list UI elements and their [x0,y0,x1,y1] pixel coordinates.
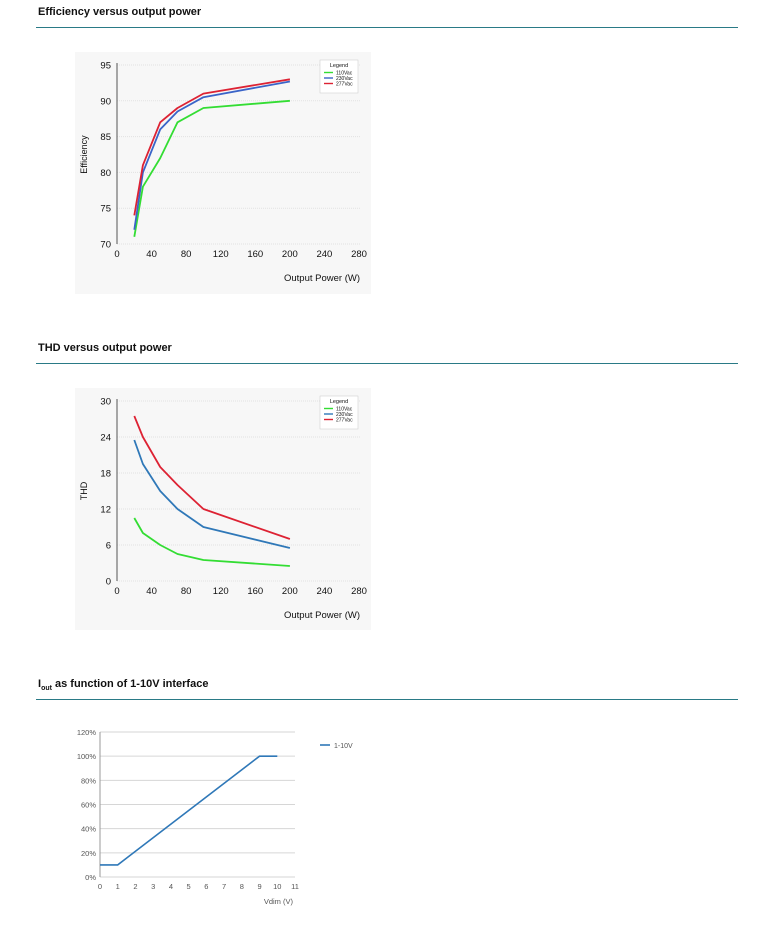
x-tick-label: 200 [282,249,298,260]
x-tick-label: 2 [133,882,137,891]
legend-title: Legend [330,63,348,69]
x-tick-label: 0 [98,882,102,891]
y-tick-label: 85 [100,132,111,143]
y-axis-label: Efficiency [79,135,89,174]
section-divider [36,699,738,700]
legend-entry: 277Vac [336,418,353,424]
efficiency-section-title: Efficiency versus output power [38,6,202,18]
y-tick-label: 100% [77,752,97,761]
x-tick-label: 40 [146,586,157,597]
series-line-230Vac [133,439,291,549]
y-tick-label: 12 [100,505,111,516]
y-tick-label: 90 [100,96,111,107]
x-tick-label: 11 [291,882,299,891]
legend-entry: 110Vac [336,407,353,413]
legend-box [319,395,359,430]
y-tick-label: 0 [106,577,111,588]
x-tick-label: 200 [282,586,298,597]
x-axis-label: Vdim (V) [264,897,294,906]
x-tick-label: 120 [213,249,229,260]
section-divider [36,27,738,28]
y-tick-label: 20% [81,849,96,858]
legend-box [319,59,359,94]
x-tick-label: 280 [351,249,367,260]
legend-entry: 230Vac [336,412,353,418]
y-tick-label: 6 [106,541,111,552]
legend-title: Legend [330,399,348,405]
x-tick-label: 240 [316,249,332,260]
title-subscript: out [41,685,52,693]
y-tick-label: 80% [81,776,96,785]
legend-entry: 110Vac [336,71,353,77]
legend-entry: 1-10V [334,743,353,750]
x-tick-label: 160 [247,586,263,597]
series-line-110Vac [133,517,290,567]
x-axis-label: Output Power (W) [284,610,360,621]
series-line-277Vac [133,78,291,216]
y-tick-label: 95 [100,61,111,72]
y-tick-label: 75 [100,204,111,215]
legend-entry: 230Vac [336,76,353,82]
x-tick-label: 40 [146,249,157,260]
y-tick-label: 120% [77,728,97,737]
title-rest: as function of 1-10V interface [51,678,209,690]
x-tick-label: 80 [181,586,192,597]
y-tick-label: 80 [100,168,111,179]
x-tick-label: 120 [213,586,229,597]
y-tick-label: 30 [100,397,111,408]
y-axis-label: THD [79,481,89,500]
section-divider [36,363,738,364]
x-tick-label: 9 [257,882,261,891]
x-tick-label: 8 [240,882,244,891]
x-tick-label: 4 [169,882,173,891]
x-tick-label: 10 [273,882,281,891]
x-tick-label: 5 [187,882,191,891]
thd-section-title: THD versus output power [38,342,172,354]
x-tick-label: 240 [316,586,332,597]
series-line-1-10V [100,755,278,866]
x-tick-label: 160 [247,249,263,260]
series-line-277Vac [133,415,291,540]
x-tick-label: 7 [222,882,226,891]
iout-section-title: Iout as function of 1-10V interface [38,678,208,692]
x-axis-label: Output Power (W) [284,273,360,284]
y-tick-label: 70 [100,240,111,251]
y-tick-label: 60% [81,801,96,810]
x-tick-label: 1 [116,882,120,891]
x-tick-label: 6 [204,882,208,891]
legend-entry: 277Vac [336,82,353,88]
y-tick-label: 18 [100,469,111,480]
x-tick-label: 80 [181,249,192,260]
title-main: I [38,678,42,690]
x-tick-label: 0 [114,249,119,260]
x-tick-label: 0 [114,586,119,597]
series-line-230Vac [133,80,291,230]
x-tick-label: 280 [351,586,367,597]
y-tick-label: 0% [85,873,96,882]
series-line-110Vac [133,99,290,237]
x-tick-label: 3 [151,882,155,891]
y-tick-label: 40% [81,825,96,834]
y-tick-label: 24 [100,433,111,444]
